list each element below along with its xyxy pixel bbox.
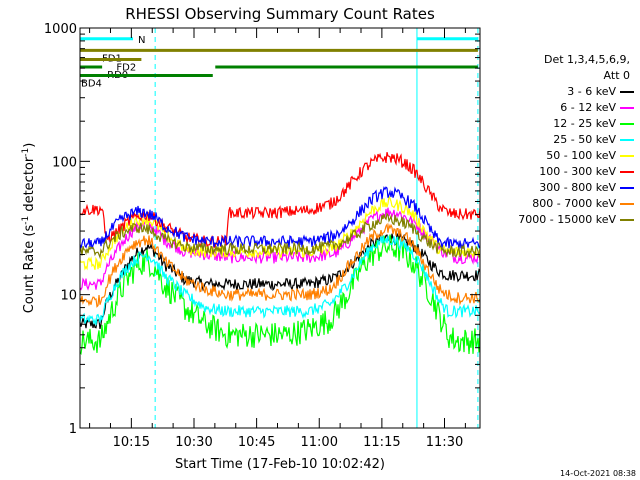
- y-tick-label-2: 100: [52, 155, 77, 170]
- annotation-label-n: N: [138, 35, 145, 46]
- legend-swatch-8: [620, 219, 634, 221]
- x-tick-label-2: 10:45: [238, 435, 275, 450]
- y-axis-label-exp-2: -1: [21, 148, 31, 157]
- legend: Det 1,3,4,5,6,9, Att 0 3 - 6 keV 6 - 12 k…: [484, 52, 638, 228]
- x-tick-label-0: 10:15: [113, 435, 150, 450]
- legend-swatch-0: [620, 91, 634, 93]
- legend-label-2: 12 - 25 keV: [553, 117, 616, 130]
- y-axis-label: Count Rate (s-1 detector-1): [21, 143, 37, 314]
- legend-entry-6: 300 - 800 keV: [484, 180, 638, 196]
- legend-label-7: 800 - 7000 keV: [532, 197, 616, 210]
- series-line-2: [79, 234, 481, 356]
- legend-entry-8: 7000 - 15000 keV: [484, 212, 638, 228]
- legend-entry-7: 800 - 7000 keV: [484, 196, 638, 212]
- y-axis-label-part-2: detector: [22, 156, 37, 216]
- series-line-7: [79, 222, 481, 308]
- plot-frame: [79, 27, 481, 429]
- y-tick-label-0: 1: [69, 422, 77, 437]
- legend-title-line-2: Att 0: [603, 69, 630, 82]
- annotation-label-bd4: BD4: [81, 79, 102, 90]
- legend-entry-5: 100 - 300 keV: [484, 164, 638, 180]
- footer-timestamp: 14-Oct-2021 08:38: [560, 469, 636, 478]
- y-tick-label-1: 10: [60, 289, 77, 304]
- legend-swatch-3: [620, 139, 634, 141]
- legend-entry-4: 50 - 100 keV: [484, 148, 638, 164]
- x-axis-label: Start Time (17-Feb-10 10:02:42): [175, 457, 385, 472]
- annotation-label-fd2: FD2: [116, 63, 136, 74]
- legend-label-5: 100 - 300 keV: [539, 165, 616, 178]
- legend-swatch-5: [620, 171, 634, 173]
- legend-entry-0: 3 - 6 keV: [484, 84, 638, 100]
- legend-entry-3: 25 - 50 keV: [484, 132, 638, 148]
- legend-swatch-1: [620, 107, 634, 109]
- x-tick-label-4: 11:15: [363, 435, 400, 450]
- legend-entry-2: 12 - 25 keV: [484, 116, 638, 132]
- legend-swatch-6: [620, 187, 634, 189]
- series-line-3: [79, 235, 481, 326]
- legend-entry-1: 6 - 12 keV: [484, 100, 638, 116]
- legend-swatch-2: [620, 123, 634, 125]
- series-lines: [79, 152, 481, 356]
- legend-swatch-4: [620, 155, 634, 157]
- series-line-5: [79, 152, 481, 249]
- legend-label-3: 25 - 50 keV: [553, 133, 616, 146]
- y-axis-label-exp-1: -1: [21, 216, 31, 225]
- legend-label-1: 6 - 12 keV: [560, 101, 616, 114]
- series-line-8: [79, 212, 481, 260]
- series-line-0: [79, 232, 481, 330]
- x-tick-label-1: 10:30: [175, 435, 212, 450]
- legend-title-line-1: Det 1,3,4,5,6,9,: [543, 53, 630, 66]
- y-axis-ticks: 1 10 100 1000: [44, 22, 480, 437]
- x-tick-label-5: 11:30: [426, 435, 463, 450]
- x-tick-label-3: 11:00: [301, 435, 338, 450]
- legend-label-8: 7000 - 15000 keV: [518, 213, 616, 226]
- y-axis-label-part-1: Count Rate (s: [22, 225, 37, 314]
- annotation-bars: NFD1FD2RD0BD4: [80, 35, 478, 90]
- y-axis-label-part-3: ): [22, 143, 37, 148]
- legend-label-0: 3 - 6 keV: [567, 85, 616, 98]
- legend-swatch-7: [620, 203, 634, 205]
- y-tick-label-3: 1000: [44, 22, 77, 37]
- x-axis-ticks: 10:15 10:30 10:45 11:00 11:15 11:30: [89, 28, 466, 450]
- legend-entries: 3 - 6 keV 6 - 12 keV 12 - 25 keV 25 - 50 ke…: [484, 84, 638, 228]
- chart-title: RHESSI Observing Summary Count Rates: [125, 5, 435, 23]
- legend-label-6: 300 - 800 keV: [539, 181, 616, 194]
- legend-label-4: 50 - 100 keV: [546, 149, 616, 162]
